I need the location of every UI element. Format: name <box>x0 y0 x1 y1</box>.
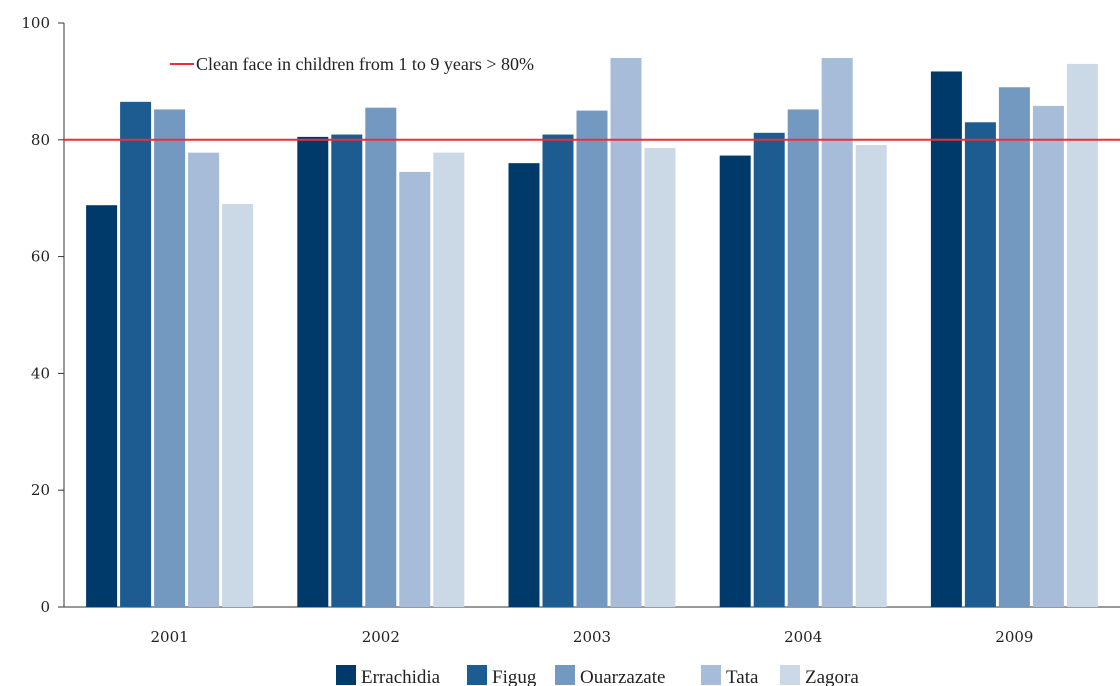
legend-swatch-figug <box>467 665 487 685</box>
bar-figug-2003 <box>542 134 574 607</box>
bar-figug-2002 <box>331 134 363 607</box>
bar-errachidia-2001 <box>86 205 118 607</box>
legend-label-ouarzazate: Ouarzazate <box>580 667 665 686</box>
x-tick-label: 2002 <box>362 628 400 646</box>
legend: Errachidia Figug Ouarzazate Tata Zagora <box>336 665 859 686</box>
legend-swatch-ouarzazate <box>555 665 575 685</box>
legend-label-errachidia: Errachidia <box>361 667 441 686</box>
bar-errachidia-2009 <box>930 71 962 608</box>
bar-tata-2004 <box>821 58 853 608</box>
bar-ouarzazate-2003 <box>576 110 608 607</box>
y-tick-label: 20 <box>31 481 50 499</box>
bar-zagora-2002 <box>433 152 465 607</box>
bar-ouarzazate-2004 <box>787 109 819 607</box>
x-tick-label: 2009 <box>995 628 1033 646</box>
bar-errachidia-2004 <box>719 155 751 607</box>
bar-errachidia-2003 <box>508 163 540 607</box>
bar-tata-2003 <box>610 58 642 608</box>
reference-line-label: Clean face in children from 1 to 9 years… <box>196 54 534 74</box>
bar-zagora-2004 <box>855 145 887 607</box>
bar-tata-2001 <box>188 152 220 607</box>
legend-label-figug: Figug <box>492 667 537 686</box>
x-tick-label: 2003 <box>573 628 611 646</box>
legend-swatch-tata <box>701 665 721 685</box>
bar-errachidia-2002 <box>297 136 329 607</box>
bar-tata-2002 <box>399 171 431 608</box>
bar-ouarzazate-2001 <box>154 109 186 607</box>
y-tick-label: 0 <box>40 598 50 616</box>
y-axis: 0 20 40 60 80 100 <box>21 14 65 616</box>
legend-swatch-errachidia <box>336 665 356 685</box>
bar-ouarzazate-2002 <box>365 107 397 608</box>
bar-figug-2001 <box>120 101 152 607</box>
bar-ouarzazate-2009 <box>998 87 1030 608</box>
bars <box>86 58 1098 608</box>
bar-tata-2009 <box>1032 105 1064 607</box>
bar-zagora-2001 <box>222 204 254 608</box>
y-tick-label: 40 <box>31 364 50 382</box>
bar-figug-2004 <box>753 132 785 608</box>
y-tick-label: 100 <box>21 14 50 32</box>
y-tick-label: 60 <box>31 248 50 266</box>
legend-label-zagora: Zagora <box>805 667 859 686</box>
reference-line-group: Clean face in children from 1 to 9 years… <box>64 54 1120 141</box>
y-tick-label: 80 <box>31 131 50 149</box>
legend-label-tata: Tata <box>726 667 759 686</box>
legend-swatch-zagora <box>780 665 800 685</box>
bar-figug-2009 <box>964 122 996 607</box>
bar-zagora-2009 <box>1066 63 1098 607</box>
x-axis: 2001 2002 2003 2004 2009 <box>64 606 1120 646</box>
x-tick-label: 2001 <box>151 628 189 646</box>
bar-zagora-2003 <box>644 147 676 607</box>
x-tick-label: 2004 <box>784 628 822 646</box>
